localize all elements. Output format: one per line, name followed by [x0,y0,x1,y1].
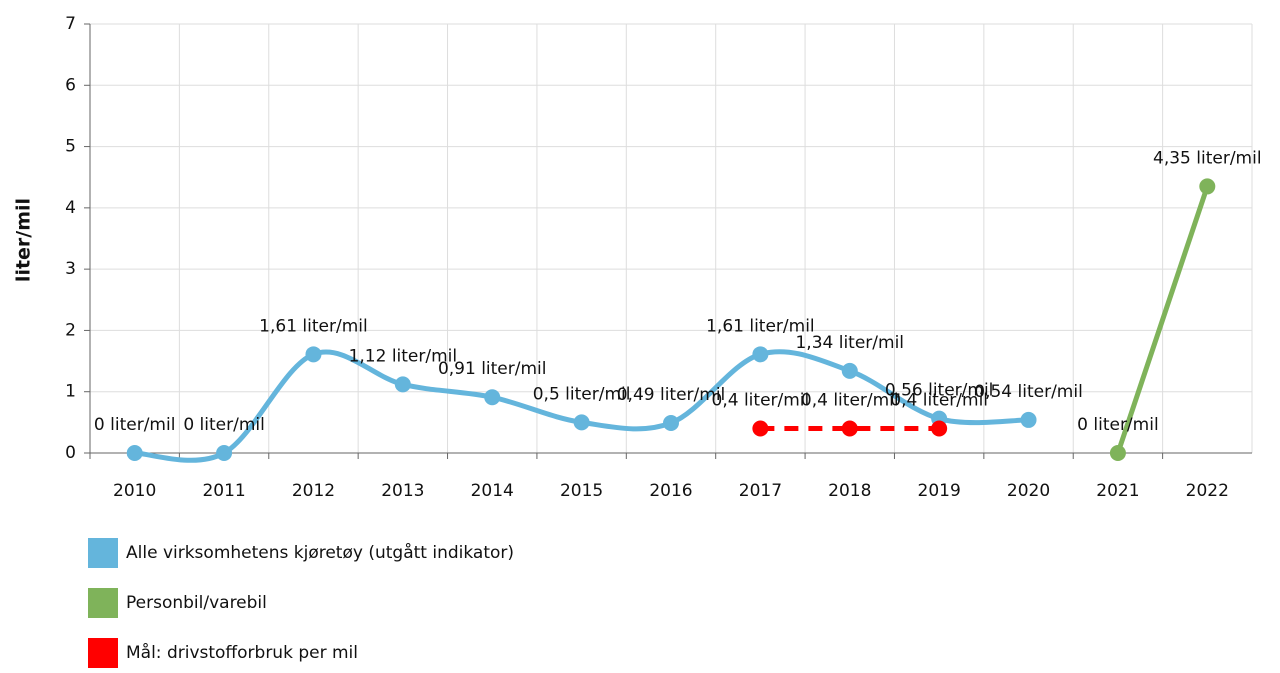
point [394,376,411,393]
legend-label: Personbil/varebil [126,593,267,613]
point [663,414,679,431]
y-tick-label: 0 [65,443,76,463]
legend-label: Mål: drivstofforbruk per mil [126,642,358,663]
point [126,445,143,461]
y-tick-label: 5 [65,137,76,157]
x-tick-label: 2022 [1186,481,1229,501]
data-label: 1,61 liter/mil [706,316,815,336]
data-label: 4,35 liter/mil [1153,148,1262,168]
x-tick-label: 2016 [649,481,692,501]
x-tick-label: 2010 [113,481,156,501]
point [1020,411,1037,428]
point [484,389,501,406]
data-label: 0,56 liter/mil [885,381,994,401]
data-label: 0,4 liter/mil [712,390,810,410]
data-label: 0,54 liter/mil [974,382,1083,402]
point [1109,445,1126,461]
data-label: 0,49 liter/mil [617,385,726,405]
x-tick-label: 2011 [202,481,245,501]
y-tick-label: 7 [65,14,76,34]
legend-swatch [88,588,118,618]
x-tick-label: 2017 [739,481,782,501]
x-tick-label: 2020 [1007,481,1050,501]
x-tick-label: 2021 [1096,481,1139,501]
point [216,445,233,461]
y-tick-label: 1 [65,382,76,402]
data-label: 1,61 liter/mil [259,316,368,336]
y-tick-label: 2 [65,320,76,340]
y-axis-label: liter/mil [13,198,35,282]
data-label: 0 liter/mil [94,415,176,435]
data-label: 0 liter/mil [1077,415,1159,435]
point [1199,178,1216,195]
point [841,362,858,379]
data-label: 0,4 liter/mil [801,390,899,410]
data-label: 1,12 liter/mil [349,346,458,366]
x-tick-label: 2013 [381,481,424,501]
x-tick-label: 2014 [471,481,514,501]
point [305,346,322,363]
y-tick-label: 4 [65,198,76,218]
point [752,420,769,437]
x-tick-label: 2015 [560,481,603,501]
x-tick-label: 2018 [828,481,871,501]
y-tick-label: 6 [65,75,76,95]
legend-label: Alle virksomhetens kjøretøy (utgått indi… [126,542,514,563]
x-tick-label: 2012 [292,481,335,501]
data-label: 0,4 liter/mil [890,390,988,410]
point [752,346,769,363]
data-label: 0,5 liter/mil [533,384,631,404]
data-label: 0,91 liter/mil [438,359,547,379]
y-tick-label: 3 [65,259,76,279]
data-label: 0 liter/mil [183,415,265,435]
data-label: 1,34 liter/mil [795,333,904,353]
legend-swatch [88,638,118,668]
x-tick-label: 2019 [918,481,961,501]
series-line [1115,185,1210,454]
point [841,420,858,437]
legend-swatch [88,538,118,568]
point [931,420,948,437]
point [573,414,590,431]
